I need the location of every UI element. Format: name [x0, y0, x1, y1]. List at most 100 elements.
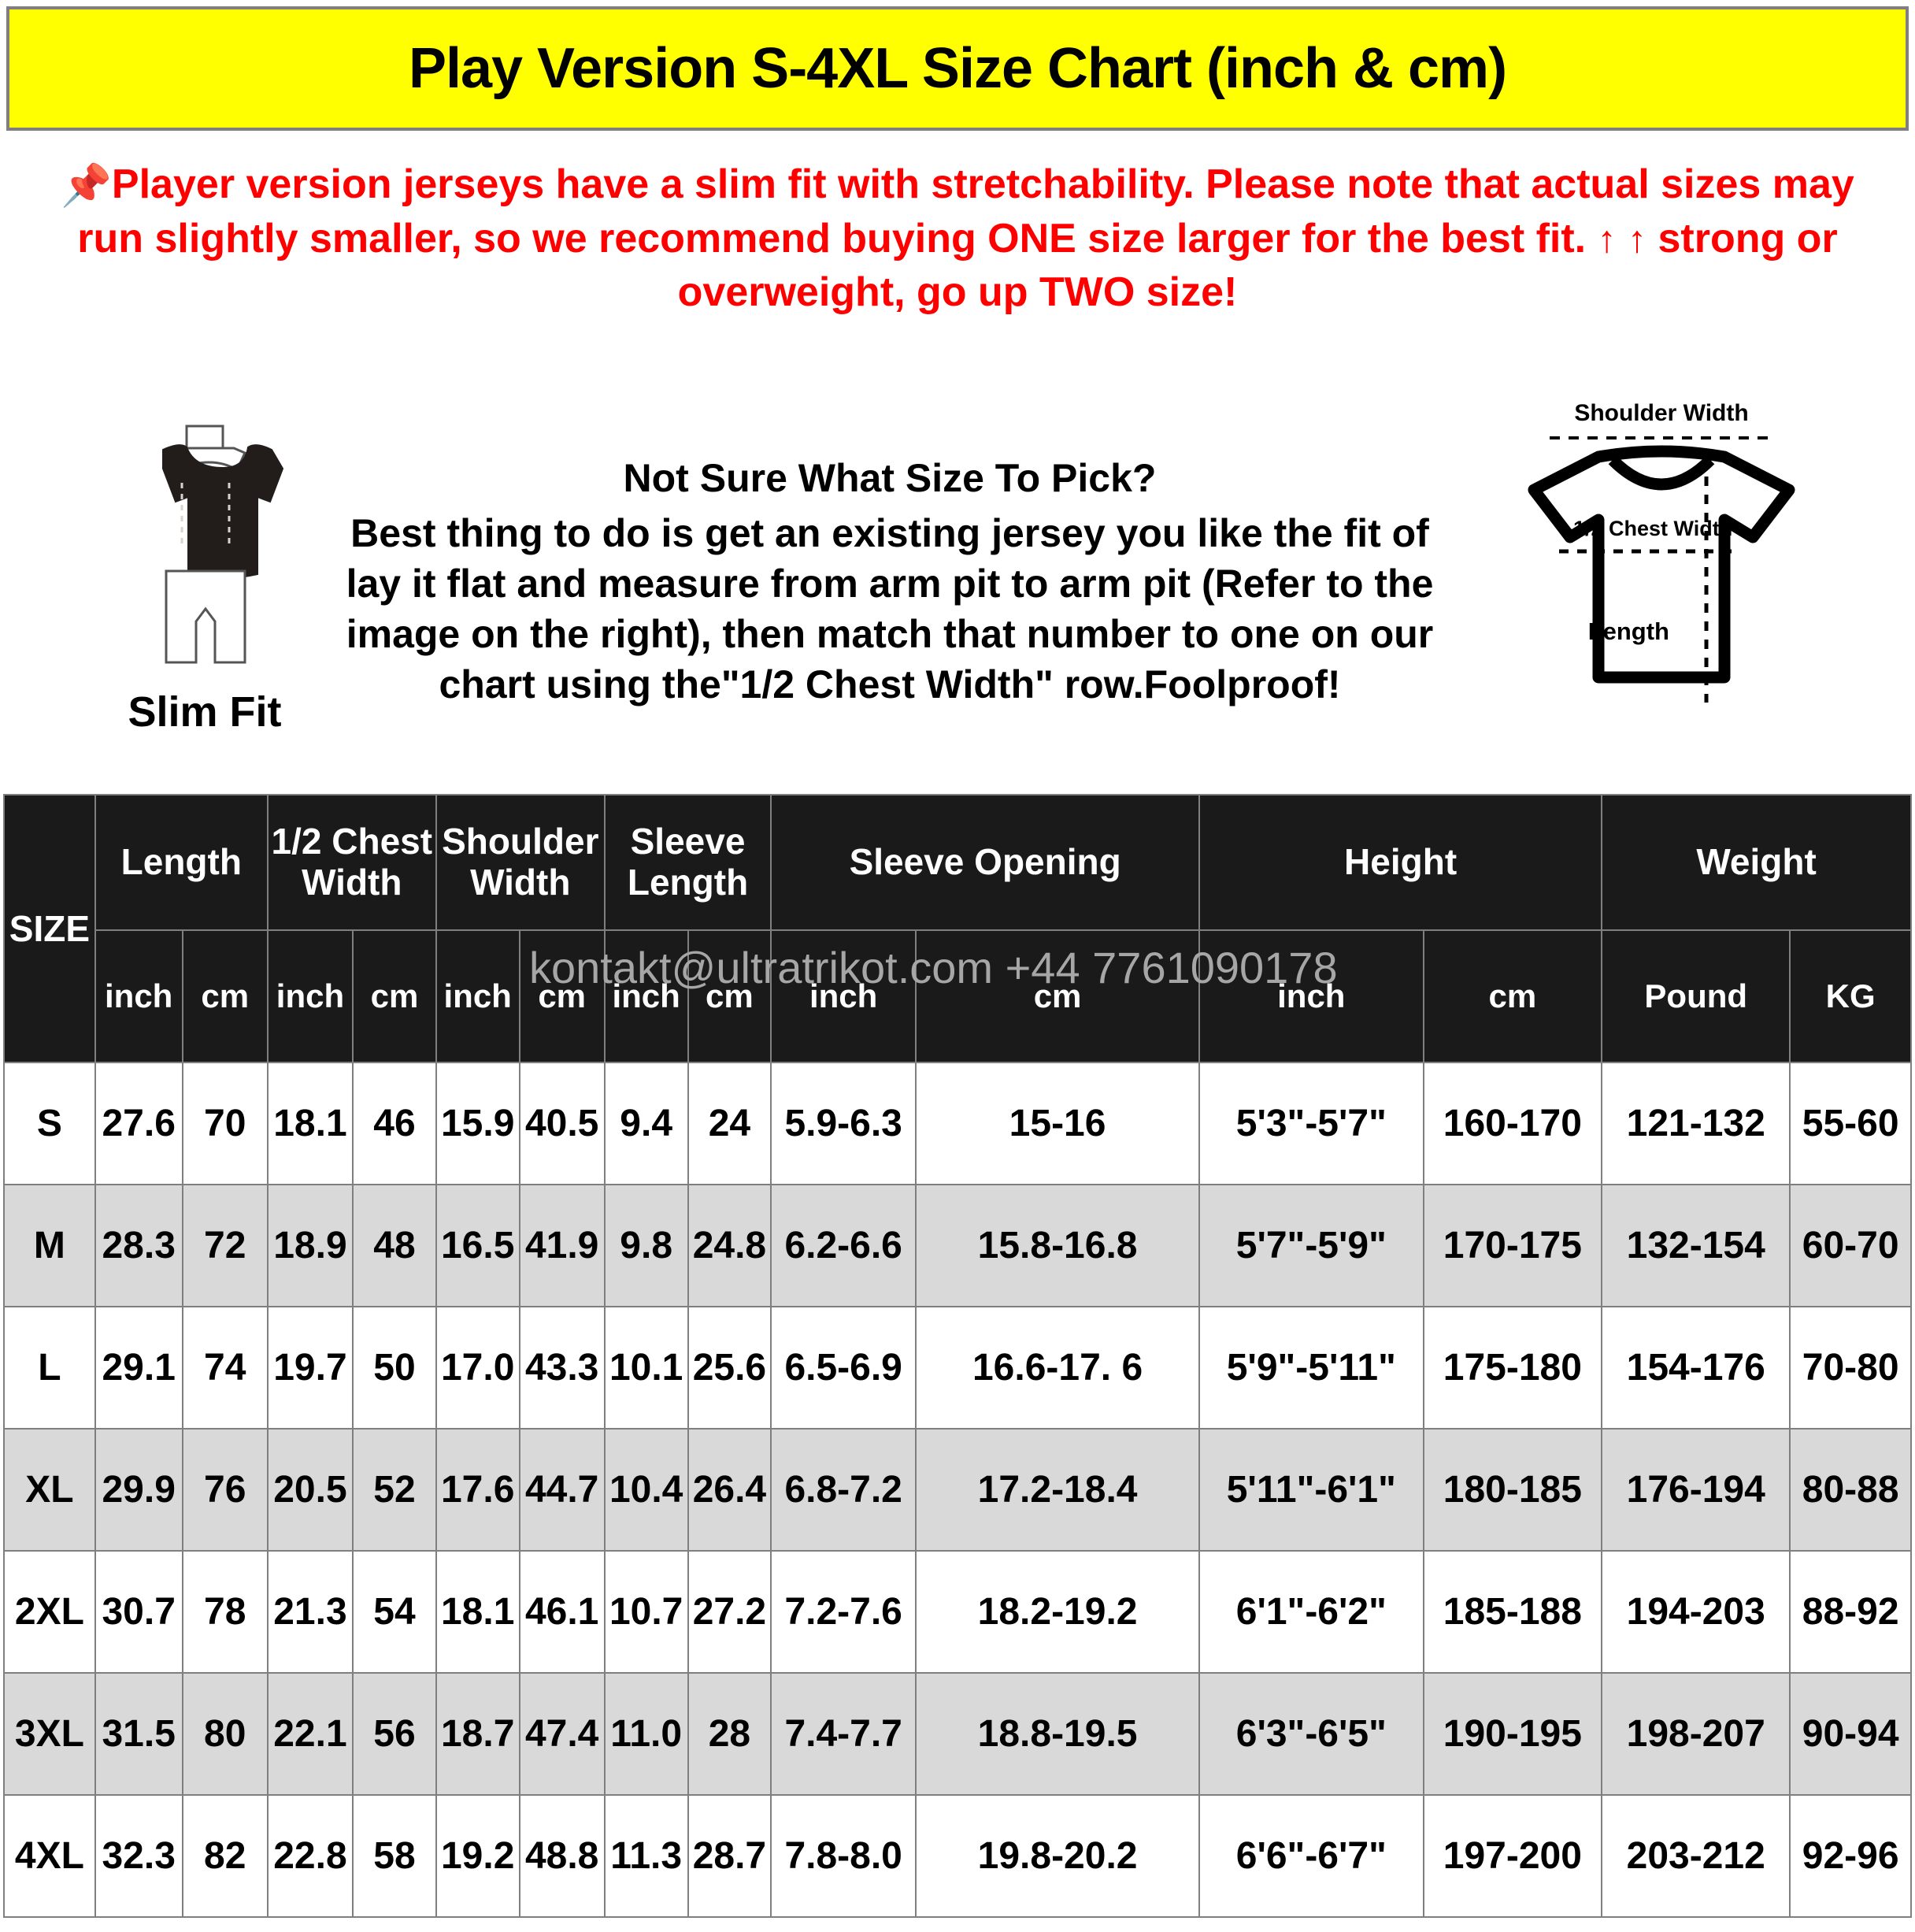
table-cell: 20.5 — [266, 1428, 354, 1552]
table-cell: 16.5 — [435, 1184, 520, 1307]
table-cell: 121-132 — [1601, 1062, 1791, 1185]
tee-measurement-diagram: Shoulder Width 1/2 Chest Width Length — [1480, 394, 1858, 788]
page-title: Play Version S-4XL Size Chart (inch & cm… — [408, 37, 1507, 100]
table-cell: 46.1 — [518, 1550, 606, 1674]
table-cell: 44.7 — [518, 1428, 606, 1552]
table-cell: 26.4 — [687, 1428, 772, 1552]
table-cell: 25.6 — [687, 1306, 772, 1430]
table-cell: 6'1"-6'2" — [1198, 1550, 1424, 1674]
header-unit-length-inch: inch — [94, 929, 183, 1063]
table-cell: 88-92 — [1789, 1550, 1912, 1674]
table-header-group-row: SIZE Length 1/2 Chest Width Shoulder Wid… — [3, 794, 1912, 1063]
header-unit-height-inch: inch — [1198, 929, 1424, 1063]
header-unit-shoulder-cm: cm — [518, 929, 606, 1063]
notice-line-1: Player version jerseys have a slim fit w… — [77, 161, 1854, 261]
table-cell: 9.8 — [603, 1184, 689, 1307]
table-cell: 5'11"-6'1" — [1198, 1428, 1424, 1552]
table-cell: 90-94 — [1789, 1672, 1912, 1796]
table-cell: 7.4-7.7 — [770, 1672, 917, 1796]
table-cell: 6.8-7.2 — [770, 1428, 917, 1552]
cell-size: 4XL — [3, 1794, 96, 1918]
header-unit-sleeve-length-cm: cm — [687, 929, 772, 1063]
table-cell: 5'9"-5'11" — [1198, 1306, 1424, 1430]
cell-size: L — [3, 1306, 96, 1430]
table-cell: 17.6 — [435, 1428, 520, 1552]
header-unit-weight-pound: Pound — [1601, 929, 1791, 1063]
table-cell: 31.5 — [94, 1672, 183, 1796]
table-cell: 22.1 — [266, 1672, 354, 1796]
header-group-shoulder: Shoulder Width — [435, 794, 606, 931]
middle-band: Slim Fit Not Sure What Size To Pick? Bes… — [0, 394, 1915, 788]
table-cell: 29.1 — [94, 1306, 183, 1430]
table-cell: 48 — [352, 1184, 437, 1307]
table-row: 4XL 32.3 82 22.8 58 19.2 48.8 11.3 28.7 7.8-8.0 19… — [3, 1794, 1912, 1918]
table-cell: 6.2-6.6 — [770, 1184, 917, 1307]
notice-line-2b: strong or overweight, go — [677, 215, 1838, 316]
table-cell: 60-70 — [1789, 1184, 1912, 1307]
half-chest-width-label: 1/2 Chest Width — [1573, 517, 1732, 540]
table-cell: 19.8-20.2 — [915, 1794, 1201, 1918]
notice-text: 📌Player version jerseys have a slim fit … — [24, 158, 1891, 320]
table-row: L 29.1 74 19.7 50 17.0 43.3 10.1 25.6 6.5-6.9 16.6… — [3, 1306, 1912, 1430]
table-cell: 6.5-6.9 — [770, 1306, 917, 1430]
table-cell: 43.3 — [518, 1306, 606, 1430]
instructions-headline: Not Sure What Size To Pick? — [623, 456, 1157, 500]
table-row: XL 29.9 76 20.5 52 17.6 44.7 10.4 26.4 6.8-7.2 17.… — [3, 1428, 1912, 1552]
table-cell: 78 — [181, 1550, 269, 1674]
table-cell: 197-200 — [1422, 1794, 1603, 1918]
table-cell: 15.8-16.8 — [915, 1184, 1201, 1307]
table-cell: 18.7 — [435, 1672, 520, 1796]
table-row: 3XL 31.5 80 22.1 56 18.7 47.4 11.0 28 7.4-7.7 18.8… — [3, 1672, 1912, 1796]
table-cell: 27.6 — [94, 1062, 183, 1185]
header-unit-shoulder-inch: inch — [435, 929, 520, 1063]
table-cell: 24.8 — [687, 1184, 772, 1307]
table-cell: 18.1 — [435, 1550, 520, 1674]
pushpin-icon: 📌 — [61, 163, 112, 209]
table-cell: 19.2 — [435, 1794, 520, 1918]
table-cell: 7.8-8.0 — [770, 1794, 917, 1918]
header-unit-weight-kg: KG — [1789, 929, 1912, 1063]
sizing-instructions: Not Sure What Size To Pick? Best thing t… — [331, 453, 1449, 710]
instructions-body: Best thing to do is get an existing jers… — [346, 511, 1434, 706]
table-cell: 10.7 — [603, 1550, 689, 1674]
table-cell: 24 — [687, 1062, 772, 1185]
table-row: S 27.6 70 18.1 46 15.9 40.5 9.4 24 5.9-6.3 15-16 5'… — [3, 1062, 1912, 1185]
table-cell: 22.8 — [266, 1794, 354, 1918]
table-cell: 58 — [352, 1794, 437, 1918]
table-cell: 10.1 — [603, 1306, 689, 1430]
table-cell: 28 — [687, 1672, 772, 1796]
header-unit-sleeve-opening-cm: cm — [915, 929, 1201, 1063]
table-cell: 56 — [352, 1672, 437, 1796]
table-cell: 203-212 — [1601, 1794, 1791, 1918]
table-cell: 11.3 — [603, 1794, 689, 1918]
cell-size: 2XL — [3, 1550, 96, 1674]
header-unit-height-cm: cm — [1422, 929, 1603, 1063]
table-cell: 92-96 — [1789, 1794, 1912, 1918]
table-cell: 46 — [352, 1062, 437, 1185]
table-cell: 28.3 — [94, 1184, 183, 1307]
header-group-length: Length — [94, 794, 269, 931]
title-banner: Play Version S-4XL Size Chart (inch & cm… — [6, 6, 1909, 131]
header-group-weight: Weight — [1601, 794, 1912, 931]
table-cell: 70 — [181, 1062, 269, 1185]
table-cell: 74 — [181, 1306, 269, 1430]
header-unit-length-cm: cm — [181, 929, 269, 1063]
table-cell: 32.3 — [94, 1794, 183, 1918]
table-header-unit-row: inch cm inch cm inch cm inch cm inch cm … — [4, 929, 1912, 1063]
table-cell: 170-175 — [1422, 1184, 1603, 1307]
table-cell: 6'6"-6'7" — [1198, 1794, 1424, 1918]
arrow-up-icon-2: ↑ — [1628, 218, 1647, 261]
shoulder-width-label: Shoulder Width — [1574, 400, 1748, 426]
table-cell: 52 — [352, 1428, 437, 1552]
table-cell: 18.2-19.2 — [915, 1550, 1201, 1674]
table-cell: 55-60 — [1789, 1062, 1912, 1185]
table-cell: 5'7"-5'9" — [1198, 1184, 1424, 1307]
slim-fit-figure: Slim Fit — [75, 421, 335, 736]
table-cell: 5.9-6.3 — [770, 1062, 917, 1185]
table-cell: 10.4 — [603, 1428, 689, 1552]
table-cell: 6'3"-6'5" — [1198, 1672, 1424, 1796]
table-cell: 80 — [181, 1672, 269, 1796]
table-cell: 41.9 — [518, 1184, 606, 1307]
header-unit-sleeve-opening-inch: inch — [770, 929, 917, 1063]
table-cell: 160-170 — [1422, 1062, 1603, 1185]
